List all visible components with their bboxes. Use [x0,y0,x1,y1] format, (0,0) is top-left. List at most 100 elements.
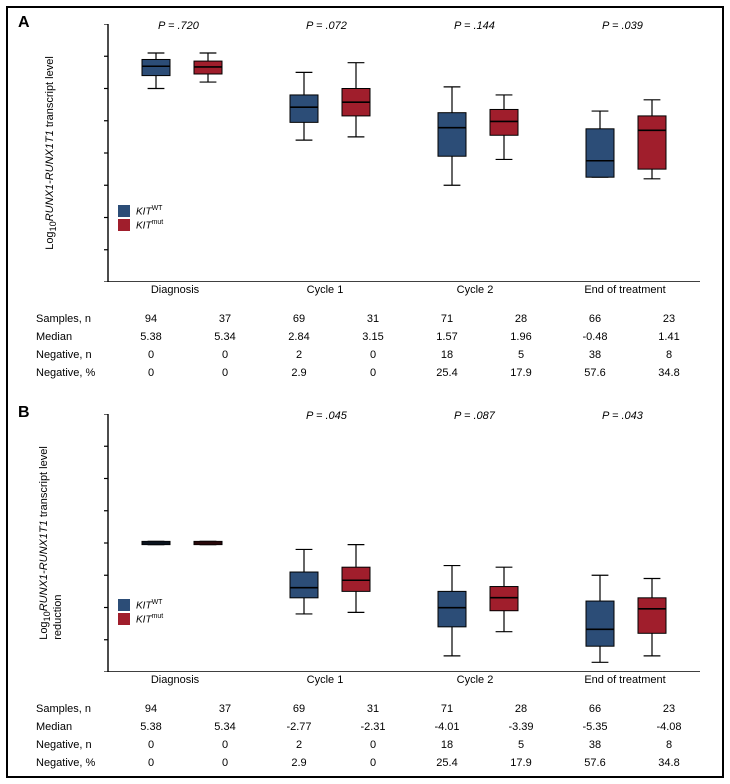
table-cell: 34.8 [632,757,706,769]
table-cell: 25.4 [410,367,484,379]
x-axis-labels: DiagnosisCycle 1Cycle 2End of treatment [100,674,700,686]
boxplot-chart: -8-6-4-202468 [100,414,700,672]
table-cell: 5.34 [188,721,262,733]
table-row: Median5.385.34-2.77-2.31-4.01-3.39-5.35-… [36,718,706,736]
panel-a: A Log10RUNX1-RUNX1T1 transcript level -8-6… [8,8,722,398]
table-cell: 25.4 [410,757,484,769]
table-cell: 23 [632,703,706,715]
table-cell: 17.9 [484,757,558,769]
table-row: Samples, n9437693171286623 [36,310,706,328]
table-cell: 94 [114,313,188,325]
table-cell: -3.39 [484,721,558,733]
x-label: Diagnosis [100,284,250,296]
table-cell: -2.77 [262,721,336,733]
table-cell: 0 [188,367,262,379]
table-cell: 71 [410,313,484,325]
row-label: Negative, n [36,349,114,361]
x-label: Cycle 2 [400,674,550,686]
table-cell: 66 [558,703,632,715]
table-cell: 1.96 [484,331,558,343]
figure: A Log10RUNX1-RUNX1T1 transcript level -8-6… [6,6,724,778]
table-cell: 31 [336,313,410,325]
table-row: Negative, n0020185388 [36,346,706,364]
table-cell: 57.6 [558,757,632,769]
y-axis-label: Log10RUNX1-RUNX1T1 transcript levelreduc… [44,414,58,672]
p-value-label: P = .045 [306,410,347,422]
table-cell: 8 [632,739,706,751]
table-cell: 2 [262,739,336,751]
table-cell: 94 [114,703,188,715]
x-label: Diagnosis [100,674,250,686]
table-cell: 0 [114,349,188,361]
table-cell: 5.38 [114,721,188,733]
legend: KITWTKITmut [118,204,163,232]
table-cell: 0 [188,757,262,769]
table-cell: 5.34 [188,331,262,343]
table-cell: 3.15 [336,331,410,343]
table-cell: 69 [262,313,336,325]
x-label: End of treatment [550,674,700,686]
table-cell: 2.9 [262,757,336,769]
p-value-label: P = .039 [602,20,643,32]
summary-table: Samples, n9437693171286623Median5.385.34… [36,700,706,772]
table-cell: 5.38 [114,331,188,343]
table-cell: 28 [484,703,558,715]
table-cell: 28 [484,313,558,325]
table-cell: -4.01 [410,721,484,733]
table-cell: 37 [188,703,262,715]
y-axis-label: Log10RUNX1-RUNX1T1 transcript level [44,24,58,282]
table-cell: 2 [262,349,336,361]
table-cell: 71 [410,703,484,715]
table-cell: 1.57 [410,331,484,343]
table-cell: 0 [336,739,410,751]
table-cell: -2.31 [336,721,410,733]
table-cell: -0.48 [558,331,632,343]
table-cell: 38 [558,739,632,751]
p-value-label: P = .087 [454,410,495,422]
table-row: Negative, %002.9025.417.957.634.8 [36,754,706,772]
row-label: Negative, % [36,367,114,379]
table-cell: 57.6 [558,367,632,379]
table-cell: 2.84 [262,331,336,343]
legend: KITWTKITmut [118,598,163,626]
x-label: End of treatment [550,284,700,296]
table-cell: 0 [336,349,410,361]
table-cell: 66 [558,313,632,325]
row-label: Median [36,721,114,733]
table-cell: 23 [632,313,706,325]
table-cell: 18 [410,349,484,361]
boxplot-chart: -8-6-4-202468 [100,24,700,282]
panel-label: A [18,14,30,32]
x-label: Cycle 1 [250,674,400,686]
table-cell: 0 [336,367,410,379]
p-value-label: P = .720 [158,20,199,32]
table-cell: 2.9 [262,367,336,379]
table-cell: 5 [484,349,558,361]
table-cell: 38 [558,349,632,361]
table-cell: 0 [188,739,262,751]
p-value-label: P = .043 [602,410,643,422]
table-cell: 37 [188,313,262,325]
table-cell: 18 [410,739,484,751]
table-row: Negative, %002.9025.417.957.634.8 [36,364,706,382]
table-cell: 0 [336,757,410,769]
table-cell: 8 [632,349,706,361]
table-row: Samples, n9437693171286623 [36,700,706,718]
row-label: Samples, n [36,703,114,715]
p-value-label: P = .072 [306,20,347,32]
table-cell: 0 [114,739,188,751]
table-cell: -5.35 [558,721,632,733]
row-label: Samples, n [36,313,114,325]
row-label: Median [36,331,114,343]
row-label: Negative, % [36,757,114,769]
panel-label: B [18,404,30,422]
table-cell: 0 [114,367,188,379]
table-row: Negative, n0020185388 [36,736,706,754]
x-label: Cycle 2 [400,284,550,296]
x-label: Cycle 1 [250,284,400,296]
table-cell: -4.08 [632,721,706,733]
table-cell: 5 [484,739,558,751]
table-cell: 1.41 [632,331,706,343]
table-row: Median5.385.342.843.151.571.96-0.481.41 [36,328,706,346]
row-label: Negative, n [36,739,114,751]
